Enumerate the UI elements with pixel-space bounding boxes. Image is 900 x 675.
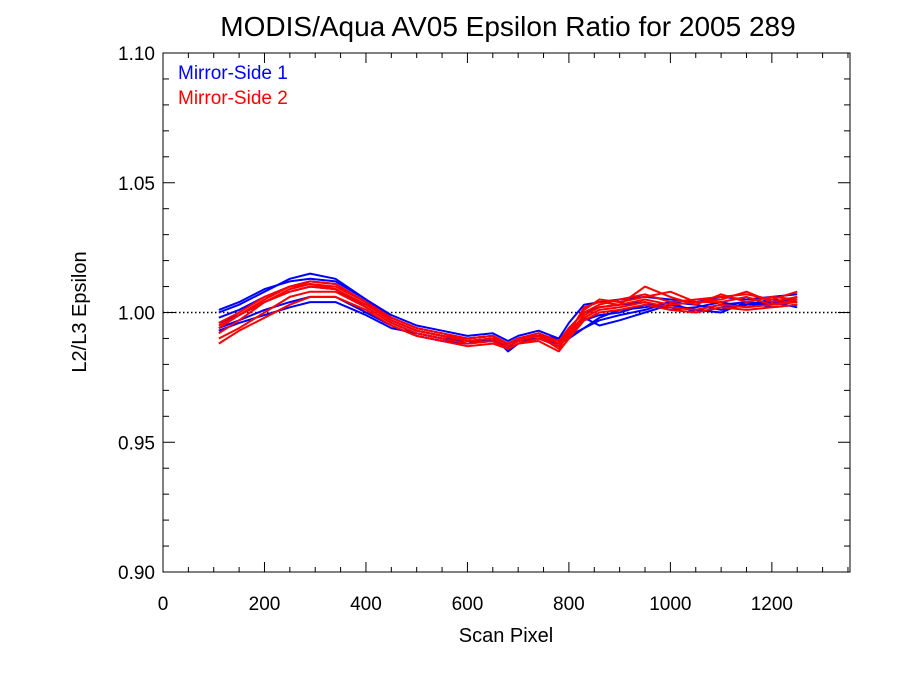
series-2-line-2: [218, 280, 798, 350]
x-tick-label: 0: [158, 594, 169, 615]
y-tick-label: 1.00: [118, 304, 155, 325]
tick-layer: 0 200 400 600 800 1000 1200 0.90 0.95 1.00 1.05 1.1…: [118, 44, 850, 615]
series-1-line-5: [218, 301, 798, 345]
series-layer: [218, 272, 798, 353]
legend-mirror-side-2: Mirror-Side 2: [178, 88, 288, 109]
y-tick-label: 1.05: [118, 174, 155, 195]
series-1-line-2: [218, 280, 798, 348]
series-2-line-6: [218, 285, 798, 345]
x-tick-label: 800: [553, 594, 585, 615]
x-tick-label: 1200: [751, 594, 793, 615]
series-2-line-5: [218, 295, 798, 353]
series-2: [218, 280, 798, 353]
y-tick-label: 1.10: [118, 44, 155, 65]
x-axis-label: Scan Pixel: [459, 625, 554, 647]
y-tick-label: 0.90: [118, 563, 155, 584]
y-axis-label: L2/L3 Epsilon: [69, 251, 91, 372]
chart-title: MODIS/Aqua AV05 Epsilon Ratio for 2005 2…: [220, 11, 795, 42]
x-tick-label: 200: [249, 594, 281, 615]
y-tick-label: 0.95: [118, 433, 155, 454]
x-tick-label: 400: [350, 594, 382, 615]
x-tick-label: 600: [452, 594, 484, 615]
legend-mirror-side-1: Mirror-Side 1: [178, 63, 288, 84]
series-1-line-3: [218, 285, 798, 350]
x-tick-label: 1000: [649, 594, 691, 615]
